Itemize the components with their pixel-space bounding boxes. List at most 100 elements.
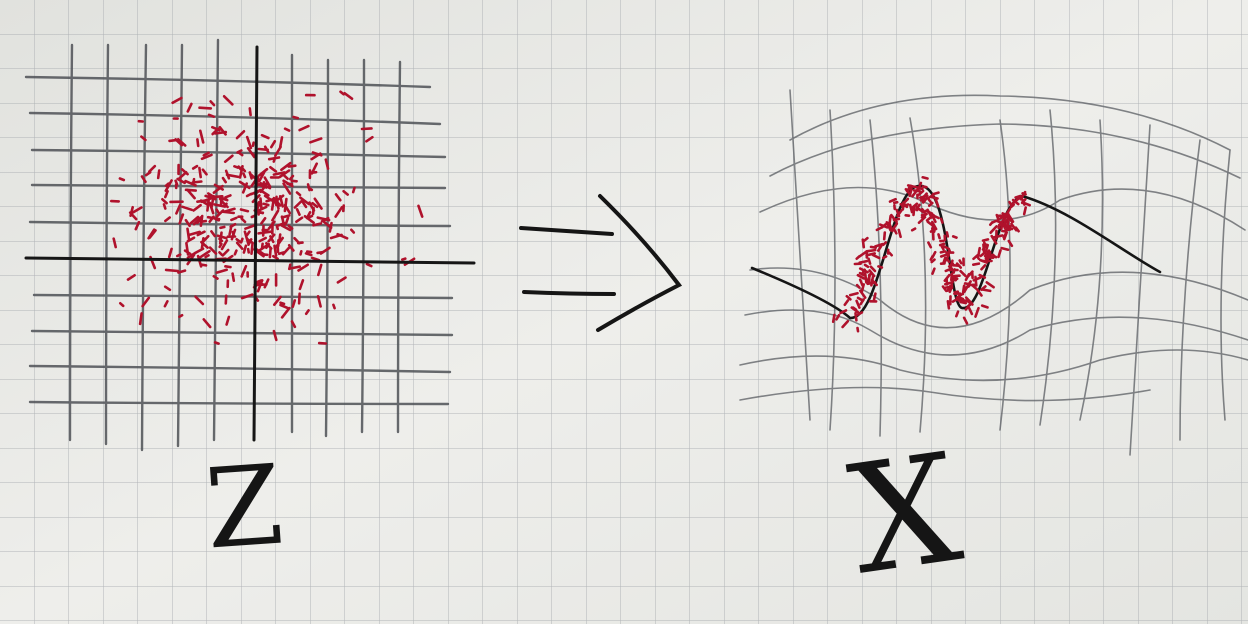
latent-point: [246, 247, 250, 254]
latent-point: [134, 220, 141, 231]
latent-point: [262, 181, 268, 187]
latent-point: [360, 127, 373, 131]
data-point: [1000, 217, 1007, 224]
latent-point: [171, 96, 183, 105]
latent-point: [248, 171, 253, 180]
data-point: [863, 272, 868, 284]
latent-point: [198, 166, 202, 179]
data-point: [978, 273, 987, 279]
latent-point: [162, 203, 167, 210]
data-point: [938, 242, 946, 247]
latent-point: [278, 169, 291, 179]
data-point: [977, 246, 982, 257]
data-manifold-curve: [750, 184, 1162, 320]
latent-point: [211, 125, 221, 132]
data-point: [949, 272, 954, 282]
latent-point: [164, 179, 173, 193]
data-point: [958, 259, 963, 265]
data-point: [885, 221, 892, 232]
latent-point: [164, 268, 180, 273]
latent-point: [258, 236, 268, 243]
data-point: [967, 306, 974, 316]
latent-point: [177, 269, 187, 274]
data-point: [941, 285, 948, 293]
latent-point: [229, 223, 237, 229]
data-point: [951, 274, 958, 282]
data-point: [1000, 246, 1010, 251]
latent-point: [287, 224, 294, 230]
data-point: [1007, 239, 1014, 248]
data-point: [855, 299, 861, 309]
latent-point: [141, 296, 151, 308]
latent-point: [263, 194, 277, 204]
latent-point: [222, 95, 234, 106]
latent-point: [200, 153, 213, 161]
data-point: [854, 311, 858, 322]
data-point: [841, 319, 850, 329]
latent-point: [263, 145, 270, 154]
latent-point: [268, 246, 272, 259]
latent-point: [238, 180, 251, 190]
data-point: [917, 207, 925, 214]
latent-point: [269, 140, 277, 149]
data-point: [856, 296, 864, 302]
data-point: [917, 189, 925, 197]
latent-x-axis: [24, 256, 476, 265]
latent-point: [343, 92, 354, 100]
latent-point: [192, 216, 202, 226]
latent-point: [199, 129, 205, 144]
latent-point: [313, 197, 323, 210]
latent-point: [278, 136, 284, 148]
data-point: [856, 311, 864, 316]
data-point: [874, 242, 884, 248]
latent-point: [277, 251, 286, 256]
latent-point: [216, 234, 228, 240]
latent-point: [188, 230, 201, 236]
latent-point: [272, 197, 282, 207]
latent-point: [112, 237, 117, 249]
latent-point: [163, 285, 172, 292]
data-point: [922, 196, 929, 204]
data-point: [869, 245, 878, 249]
data-point: [955, 262, 963, 269]
latent-point: [273, 244, 278, 257]
data-point: [892, 200, 899, 205]
data-point: [978, 258, 989, 264]
latent-point: [282, 182, 292, 195]
data-point: [862, 236, 869, 243]
latent-point: [316, 216, 331, 222]
data-point: [845, 294, 852, 301]
latent-point: [296, 241, 304, 245]
latent-point: [334, 205, 344, 218]
latent-point: [336, 232, 349, 240]
latent-point: [186, 102, 193, 113]
data-point: [926, 208, 934, 219]
latent-point: [336, 276, 347, 284]
latent-point: [184, 218, 191, 228]
data-point: [961, 284, 966, 296]
data-point: [931, 267, 936, 276]
data-point: [920, 212, 928, 217]
latent-point: [208, 246, 218, 255]
latent-point: [178, 213, 185, 225]
latent-point: [417, 204, 424, 218]
latent-point: [175, 203, 182, 215]
data-point: [856, 326, 860, 333]
data-point: [910, 227, 917, 232]
latent-point: [156, 169, 161, 180]
latent-point: [167, 247, 173, 259]
latent-point: [138, 312, 143, 326]
implies-arrow-icon: [519, 194, 683, 332]
data-variable-label: X: [840, 421, 971, 609]
data-point: [942, 245, 949, 250]
latent-point: [221, 248, 230, 257]
data-point: [876, 244, 883, 252]
latent-point: [271, 254, 279, 261]
data-red-points: [831, 176, 1031, 333]
latent-point: [218, 231, 223, 245]
data-point: [1020, 198, 1027, 205]
latent-variable-label: Z: [201, 440, 287, 574]
data-point: [984, 257, 989, 263]
latent-point: [240, 293, 254, 300]
latent-point: [200, 219, 208, 223]
